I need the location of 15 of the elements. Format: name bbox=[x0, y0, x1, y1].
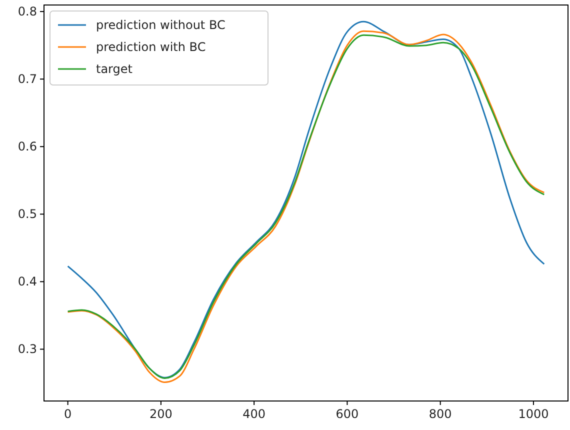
x-tick-label: 800 bbox=[428, 407, 452, 421]
y-tick-label: 0.7 bbox=[18, 72, 37, 86]
legend-label: target bbox=[96, 62, 133, 76]
legend-label: prediction without BC bbox=[96, 18, 226, 32]
x-tick-label: 200 bbox=[149, 407, 172, 421]
y-tick-label: 0.4 bbox=[18, 274, 37, 289]
y-tick-label: 0.3 bbox=[18, 342, 37, 356]
x-tick-label: 1000 bbox=[518, 407, 549, 421]
x-tick-label: 600 bbox=[336, 407, 359, 421]
x-tick-label: 400 bbox=[242, 407, 266, 421]
x-tick-label: 0 bbox=[64, 407, 72, 421]
y-tick-label: 0.8 bbox=[18, 4, 37, 19]
y-tick-label: 0.6 bbox=[18, 140, 37, 154]
legend-label: prediction with BC bbox=[96, 40, 206, 54]
y-tick-label: 0.5 bbox=[18, 207, 37, 222]
